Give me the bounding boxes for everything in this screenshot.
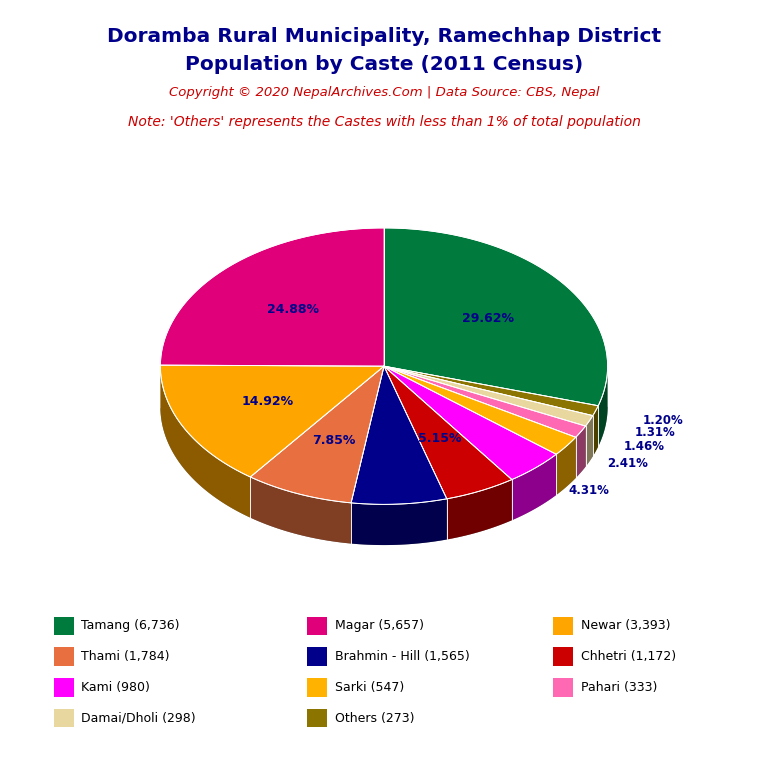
Polygon shape — [250, 366, 384, 503]
Polygon shape — [250, 477, 351, 544]
Text: 2.41%: 2.41% — [607, 457, 647, 470]
Text: Magar (5,657): Magar (5,657) — [335, 620, 424, 632]
Polygon shape — [585, 415, 593, 467]
Text: Damai/Dholi (298): Damai/Dholi (298) — [81, 712, 196, 724]
Text: Pahari (333): Pahari (333) — [581, 681, 657, 694]
Text: 1.31%: 1.31% — [634, 426, 675, 439]
Polygon shape — [161, 228, 384, 366]
Polygon shape — [161, 366, 250, 518]
Polygon shape — [447, 479, 511, 539]
Text: Newar (3,393): Newar (3,393) — [581, 620, 670, 632]
Polygon shape — [598, 366, 607, 446]
Text: Tamang (6,736): Tamang (6,736) — [81, 620, 180, 632]
Text: 5.15%: 5.15% — [419, 432, 462, 445]
Polygon shape — [384, 366, 556, 479]
Text: 7.85%: 7.85% — [313, 434, 356, 447]
Text: Population by Caste (2011 Census): Population by Caste (2011 Census) — [185, 55, 583, 74]
Polygon shape — [384, 366, 585, 437]
Text: 6.88%: 6.88% — [371, 439, 415, 452]
Text: 1.46%: 1.46% — [624, 439, 665, 452]
Polygon shape — [511, 455, 556, 520]
Text: Sarki (547): Sarki (547) — [335, 681, 404, 694]
Polygon shape — [576, 426, 585, 478]
Text: Brahmin - Hill (1,565): Brahmin - Hill (1,565) — [335, 650, 469, 663]
Polygon shape — [161, 407, 607, 545]
Text: Others (273): Others (273) — [335, 712, 415, 724]
Polygon shape — [351, 366, 447, 505]
Polygon shape — [384, 366, 511, 499]
Polygon shape — [593, 406, 598, 456]
Polygon shape — [384, 366, 598, 415]
Text: 29.62%: 29.62% — [462, 312, 514, 325]
Text: 24.88%: 24.88% — [266, 303, 319, 316]
Polygon shape — [384, 228, 607, 406]
Text: Kami (980): Kami (980) — [81, 681, 151, 694]
Text: Copyright © 2020 NepalArchives.Com | Data Source: CBS, Nepal: Copyright © 2020 NepalArchives.Com | Dat… — [169, 86, 599, 99]
Text: 14.92%: 14.92% — [242, 396, 294, 409]
Polygon shape — [161, 365, 384, 477]
Polygon shape — [351, 499, 447, 545]
Polygon shape — [384, 366, 576, 455]
Text: Doramba Rural Municipality, Ramechhap District: Doramba Rural Municipality, Ramechhap Di… — [107, 27, 661, 46]
Polygon shape — [384, 366, 593, 426]
Text: 1.20%: 1.20% — [642, 414, 683, 427]
Text: Note: 'Others' represents the Castes with less than 1% of total population: Note: 'Others' represents the Castes wit… — [127, 115, 641, 129]
Text: Thami (1,784): Thami (1,784) — [81, 650, 170, 663]
Polygon shape — [556, 437, 576, 495]
Text: 4.31%: 4.31% — [569, 484, 610, 497]
Text: Chhetri (1,172): Chhetri (1,172) — [581, 650, 676, 663]
